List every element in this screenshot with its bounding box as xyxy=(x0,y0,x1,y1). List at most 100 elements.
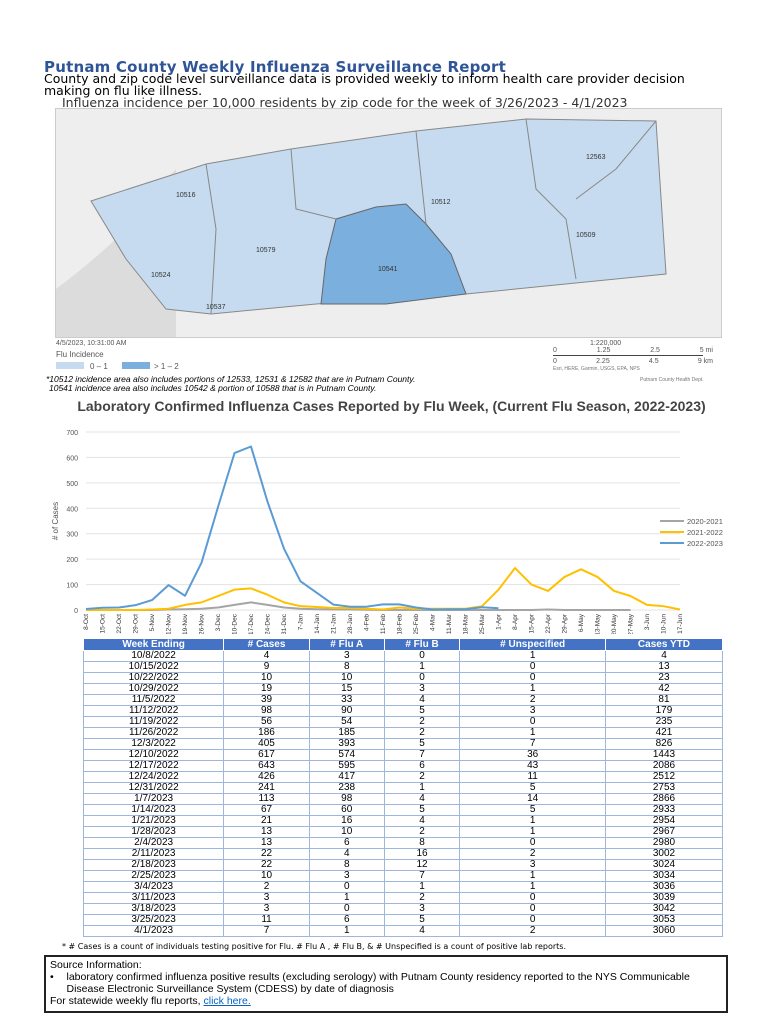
x-tick-label: 18-Feb xyxy=(397,614,404,634)
table-cell: 39 xyxy=(223,694,310,706)
x-tick-label: 11-Feb xyxy=(380,614,387,634)
zip-label: 10579 xyxy=(256,247,276,254)
series-line-2022-2023 xyxy=(85,445,499,611)
zip-label: 10516 xyxy=(176,192,196,199)
table-cell: 2/18/2023 xyxy=(82,859,225,871)
table-row: 12/31/2022 241 238 1 5 2753 xyxy=(82,782,724,794)
zip-label: 10541 xyxy=(378,266,398,273)
table-row: 12/10/2022 617 574 7 36 1443 xyxy=(82,749,724,761)
x-tick-label: 21-Jan xyxy=(331,614,338,634)
table-cell: 2 xyxy=(383,716,461,728)
table-cell: 3/25/2023 xyxy=(82,914,225,926)
x-tick-label: 15-Oct xyxy=(100,614,107,634)
table-cell: 186 xyxy=(223,727,310,739)
table-row: 11/5/2022 39 33 4 2 81 xyxy=(82,694,724,706)
x-tick-label: 31-Dec xyxy=(281,613,288,634)
table-cell: 4 xyxy=(383,925,461,937)
table-cell: 12/10/2022 xyxy=(82,749,225,761)
table-cell: 23 xyxy=(604,672,724,684)
table-cell: 2 xyxy=(383,892,461,904)
table-cell: 7 xyxy=(459,738,606,750)
zip-label: 10537 xyxy=(206,304,226,311)
table-cell: 617 xyxy=(223,749,310,761)
table-cell: 3002 xyxy=(604,848,724,860)
x-tick-label: 17-Dec xyxy=(248,613,255,634)
table-row: 2/25/2023 10 3 7 1 3034 xyxy=(82,870,724,882)
statewide-text: For statewide weekly flu reports, xyxy=(50,995,204,1007)
zip-label: 12563 xyxy=(586,154,606,161)
x-tick-label: 27-May xyxy=(628,613,635,634)
column-header: # Flu A xyxy=(308,638,385,651)
x-tick-label: 3-Dec xyxy=(215,613,222,631)
table-cell: 4 xyxy=(223,650,310,662)
y-tick-label: 100 xyxy=(66,583,78,590)
table-row: 1/28/2023 13 10 2 1 2967 xyxy=(82,826,724,838)
table-cell: 2866 xyxy=(604,793,724,805)
table-row: 3/4/2023 2 0 1 1 3036 xyxy=(82,881,724,893)
x-tick-label: 15-Apr xyxy=(529,613,536,633)
table-cell: 3/4/2023 xyxy=(82,881,225,893)
table-cell: 2 xyxy=(383,826,461,838)
table-cell: 1443 xyxy=(604,749,724,761)
legend-title: Flu Incidence xyxy=(56,350,104,359)
table-cell: 10 xyxy=(223,870,310,882)
table-cell: 11 xyxy=(223,914,310,926)
map-caption: Influenza incidence per 10,000 residents… xyxy=(62,95,628,110)
table-cell: 1/14/2023 xyxy=(82,804,225,816)
zip-area-10541 xyxy=(320,203,467,305)
table-cell: 417 xyxy=(308,771,385,783)
table-row: 10/8/2022 4 3 0 1 4 xyxy=(82,650,724,662)
table-cell: 9 xyxy=(223,661,310,673)
x-tick-label: 26-Nov xyxy=(199,613,206,634)
table-cell: 5 xyxy=(459,782,606,794)
table-row: 11/12/2022 98 90 5 3 179 xyxy=(82,705,724,717)
intro-text: County and zip code level surveillance d… xyxy=(44,71,685,98)
y-tick-label: 700 xyxy=(66,430,78,437)
table-cell: 15 xyxy=(308,683,385,695)
table-cell: 33 xyxy=(308,694,385,706)
table-cell: 1 xyxy=(459,826,606,838)
x-tick-label: 14-Jan xyxy=(314,614,321,634)
table-cell: 643 xyxy=(223,760,310,772)
table-cell: 3 xyxy=(308,650,385,662)
table-cell: 81 xyxy=(604,694,724,706)
table-cell: 56 xyxy=(223,716,310,728)
table-cell: 2 xyxy=(223,881,310,893)
table-row: 3/18/2023 3 0 3 0 3042 xyxy=(82,903,724,915)
x-tick-label: 22-Oct xyxy=(116,614,123,634)
scale-miles: 0 1.25 2.5 5 mi xyxy=(553,347,713,354)
flu-chart: Laboratory Confirmed Influenza Cases Rep… xyxy=(44,394,739,634)
table-cell: 3 xyxy=(223,903,310,915)
table-cell: 2 xyxy=(383,771,461,783)
table-cell: 5 xyxy=(383,705,461,717)
table-cell: 1 xyxy=(459,683,606,695)
legend-label: 2021-2022 xyxy=(687,528,723,537)
table-cell: 179 xyxy=(604,705,724,717)
table-cell: 1 xyxy=(459,815,606,827)
x-tick-label: 17-Jun xyxy=(677,614,684,634)
table-footnote: * # Cases is a count of individuals test… xyxy=(62,942,567,951)
table-cell: 10 xyxy=(308,672,385,684)
table-cell: 1 xyxy=(459,727,606,739)
table-cell: 4 xyxy=(604,650,724,662)
table-cell: 2954 xyxy=(604,815,724,827)
table-cell: 0 xyxy=(459,903,606,915)
table-cell: 1 xyxy=(308,892,385,904)
x-tick-label: 28-Jan xyxy=(347,614,354,634)
table-row: 2/18/2023 22 8 12 3 3024 xyxy=(82,859,724,871)
table-cell: 12/17/2022 xyxy=(82,760,225,772)
table-cell: 10 xyxy=(223,672,310,684)
table-cell: 12/3/2022 xyxy=(82,738,225,750)
table-cell: 5 xyxy=(383,738,461,750)
x-tick-label: 22-Apr xyxy=(545,613,552,633)
table-cell: 10/8/2022 xyxy=(82,650,225,662)
table-cell: 595 xyxy=(308,760,385,772)
table-cell: 54 xyxy=(308,716,385,728)
table-cell: 10/29/2022 xyxy=(82,683,225,695)
table-cell: 3034 xyxy=(604,870,724,882)
statewide-link[interactable]: click here. xyxy=(203,995,251,1007)
table-row: 11/19/2022 56 54 2 0 235 xyxy=(82,716,724,728)
table-cell: 11 xyxy=(459,771,606,783)
table-cell: 2 xyxy=(459,925,606,937)
table-row: 11/26/2022 186 185 2 1 421 xyxy=(82,727,724,739)
